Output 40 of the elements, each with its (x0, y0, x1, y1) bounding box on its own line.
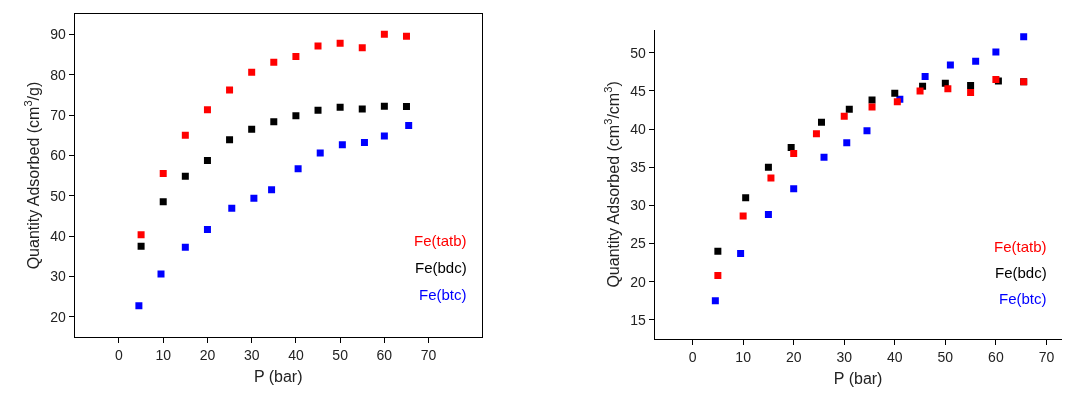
x-tick-label: 70 (1038, 348, 1055, 365)
x-tick-label: 50 (332, 346, 349, 363)
x-tick-label: 20 (785, 348, 802, 365)
y-tick-label: 60 (50, 147, 67, 164)
text: Fe(btc) (419, 286, 467, 303)
text: Fe(bdc) (415, 259, 467, 276)
y-tick-label: 40 (50, 227, 67, 244)
text: Fe(tatb) (994, 238, 1047, 255)
y-tick-label: 45 (630, 82, 646, 99)
y-tick-label: 20 (630, 273, 646, 290)
x-tick-label: 60 (376, 346, 393, 363)
x-tick-label: 60 (988, 348, 1004, 365)
y-tick-label: 30 (50, 268, 67, 285)
y-tick-label: 15 (630, 311, 646, 328)
x-tick-label: 10 (155, 346, 172, 363)
x-tick-label: 20 (199, 346, 216, 363)
x-tick-label: 0 (115, 346, 124, 363)
y-tick-label: 50 (50, 187, 67, 204)
text: Fe(bdc) (995, 264, 1047, 281)
x-tick-label: 50 (937, 348, 954, 365)
x-tick-label: 30 (836, 348, 853, 365)
y-tick-label: 40 (630, 121, 646, 137)
y-tick-label: 70 (50, 106, 67, 123)
y-tick-label: 50 (630, 44, 646, 61)
x-tick-label: 40 (288, 346, 304, 363)
y-tick-label: 90 (50, 26, 67, 43)
text: Fe(tatb) (414, 232, 467, 249)
y-tick-label: 30 (630, 197, 646, 214)
y-tick-label: 20 (50, 308, 67, 325)
x-tick-label: 30 (243, 346, 260, 363)
x-tick-label: 10 (735, 348, 752, 365)
x-axis-title: P (bar) (833, 369, 883, 387)
x-axis-title: P (bar) (253, 367, 303, 385)
text: Fe(btc) (999, 290, 1047, 307)
x-tick-label: 0 (688, 348, 697, 365)
x-tick-label: 70 (420, 346, 437, 363)
y-tick-label: 80 (50, 66, 67, 83)
y-tick-label: 35 (630, 159, 646, 176)
x-tick-label: 40 (886, 348, 903, 365)
y-tick-label: 25 (630, 235, 646, 252)
